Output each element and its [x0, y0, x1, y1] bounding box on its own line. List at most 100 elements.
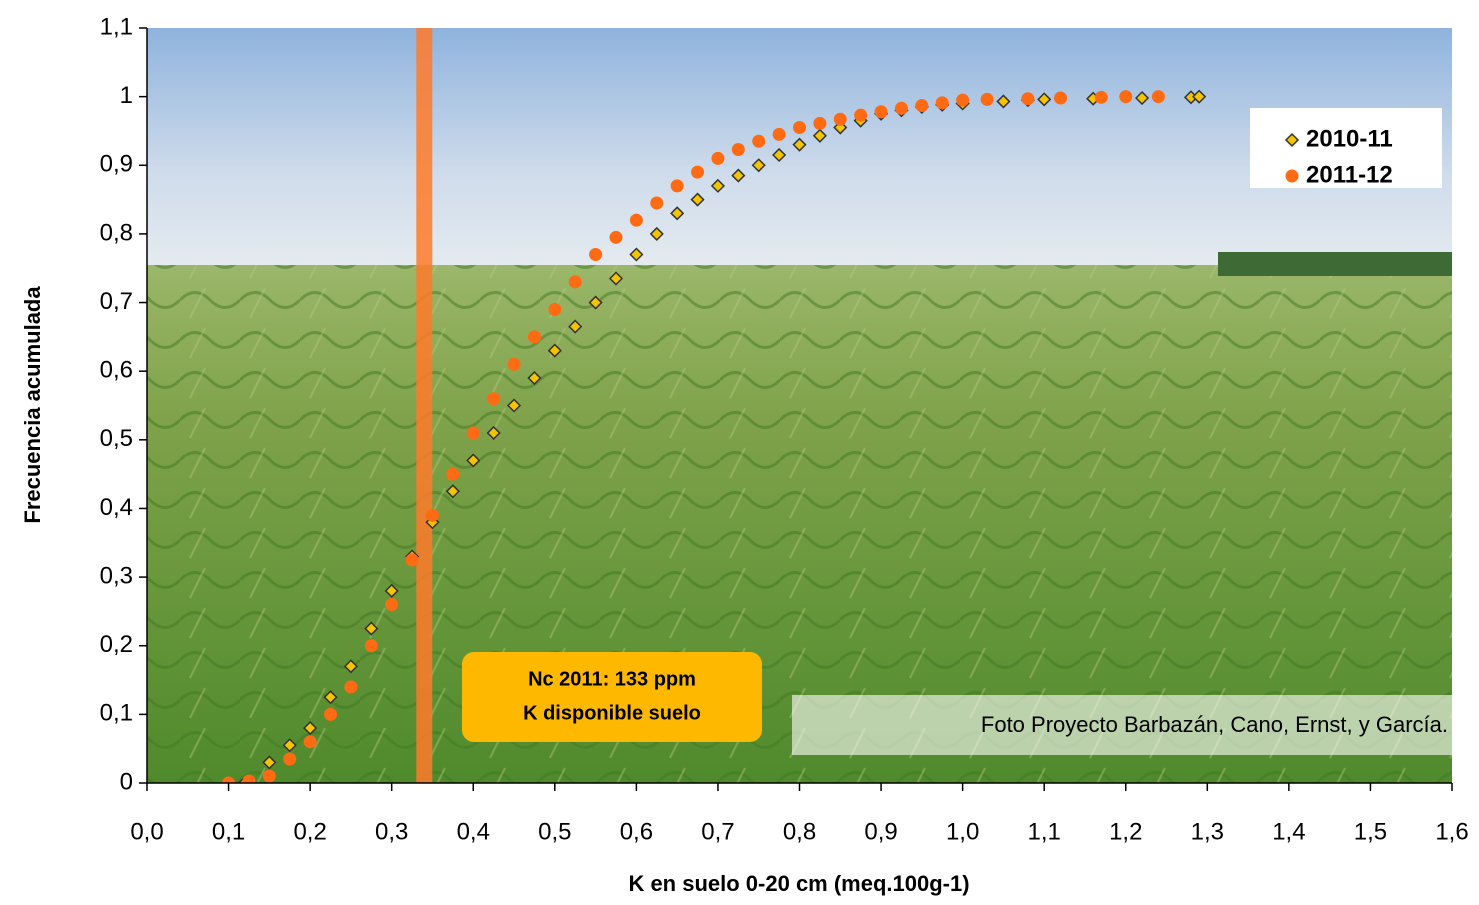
- point: [364, 621, 379, 636]
- point: [364, 639, 378, 653]
- point: [1054, 91, 1067, 105]
- point: [507, 357, 521, 371]
- x-tick-label: 1,5: [1354, 818, 1387, 845]
- x-tick-label: 0,9: [864, 818, 897, 845]
- point: [262, 769, 276, 783]
- point: [1135, 90, 1150, 106]
- point: [487, 392, 501, 406]
- credit-box: [792, 695, 1452, 755]
- x-tick-label: 1,3: [1191, 818, 1224, 845]
- y-tick-label: 0,6: [100, 357, 133, 384]
- point: [772, 127, 786, 141]
- point: [690, 192, 705, 207]
- point: [1037, 92, 1052, 107]
- point: [527, 370, 542, 386]
- legend-box: [1250, 108, 1442, 188]
- point: [731, 142, 745, 156]
- point: [608, 271, 624, 286]
- y-tick-label: 0,7: [100, 288, 133, 315]
- x-tick-label: 0,5: [538, 818, 571, 845]
- point: [956, 93, 970, 107]
- point: [242, 774, 256, 783]
- x-tick-label: 0,4: [457, 818, 490, 845]
- point: [894, 101, 908, 115]
- point: [752, 134, 766, 148]
- point: [1151, 90, 1165, 104]
- point: [588, 295, 603, 310]
- point: [262, 755, 277, 770]
- point: [1094, 90, 1108, 104]
- y-tick-label: 1: [120, 82, 133, 109]
- y-tick-label: 0,2: [100, 631, 133, 658]
- point: [813, 116, 827, 130]
- point: [691, 165, 705, 179]
- point: [527, 330, 541, 344]
- annotation-line: K disponible suelo: [523, 702, 701, 724]
- x-tick-label: 0,1: [212, 818, 245, 845]
- tree-line: [1218, 252, 1452, 276]
- point: [649, 226, 664, 241]
- point: [629, 247, 644, 262]
- x-tick-label: 0,0: [130, 818, 163, 845]
- point: [344, 680, 358, 694]
- photo-credit: Foto Proyecto Barbazán, Cano, Ernst, y G…: [981, 712, 1448, 737]
- point: [812, 128, 827, 143]
- x-tick-label: 1,4: [1272, 818, 1305, 845]
- x-tick-label: 1,6: [1435, 818, 1468, 845]
- y-tick-label: 0,5: [100, 425, 133, 452]
- point: [670, 206, 685, 221]
- x-tick-label: 0,8: [783, 818, 816, 845]
- plot-area: [222, 28, 1207, 783]
- point: [935, 96, 949, 110]
- y-tick-label: 0,8: [100, 219, 133, 246]
- point: [547, 343, 562, 358]
- x-tick-label: 0,7: [701, 818, 734, 845]
- point: [589, 248, 603, 261]
- point: [343, 659, 358, 674]
- point: [711, 151, 725, 165]
- point: [710, 178, 725, 193]
- legend-marker: [1284, 132, 1300, 148]
- point: [772, 147, 787, 163]
- point: [222, 776, 236, 783]
- point: [445, 484, 460, 499]
- axes: [139, 27, 1453, 791]
- point: [854, 108, 868, 122]
- point: [670, 179, 684, 193]
- y-tick-label: 1,1: [100, 13, 133, 40]
- point: [568, 319, 583, 334]
- point: [323, 690, 338, 705]
- point: [466, 426, 480, 440]
- x-axis-label: K en suelo 0-20 cm (meq.100g-1): [628, 871, 969, 896]
- legend-label: 2010-11: [1306, 125, 1393, 152]
- point: [609, 230, 623, 244]
- point: [405, 553, 419, 567]
- point: [980, 92, 994, 106]
- point: [425, 508, 439, 522]
- y-tick-label: 0,9: [100, 151, 133, 178]
- point: [548, 302, 562, 316]
- point: [466, 453, 481, 468]
- point: [793, 121, 806, 135]
- x-tick-label: 1,1: [1028, 818, 1061, 845]
- x-tick-label: 1,2: [1109, 818, 1142, 845]
- point: [1119, 90, 1133, 104]
- point: [568, 275, 582, 289]
- x-tick-label: 0,6: [620, 818, 653, 845]
- point: [506, 398, 522, 413]
- point: [324, 707, 338, 721]
- point: [650, 196, 664, 210]
- y-tick-label: 0: [120, 768, 133, 795]
- point: [303, 721, 318, 736]
- point: [1021, 92, 1035, 106]
- point: [486, 425, 501, 441]
- point: [915, 99, 929, 113]
- legend-label: 2011-12: [1306, 161, 1393, 188]
- annotation-line: Nc 2011: 133 ppm: [528, 668, 696, 690]
- x-tick-label: 0,3: [375, 818, 408, 845]
- reference-band: [416, 28, 433, 783]
- point: [385, 598, 399, 612]
- point: [282, 738, 297, 753]
- legend-marker: [1285, 169, 1299, 183]
